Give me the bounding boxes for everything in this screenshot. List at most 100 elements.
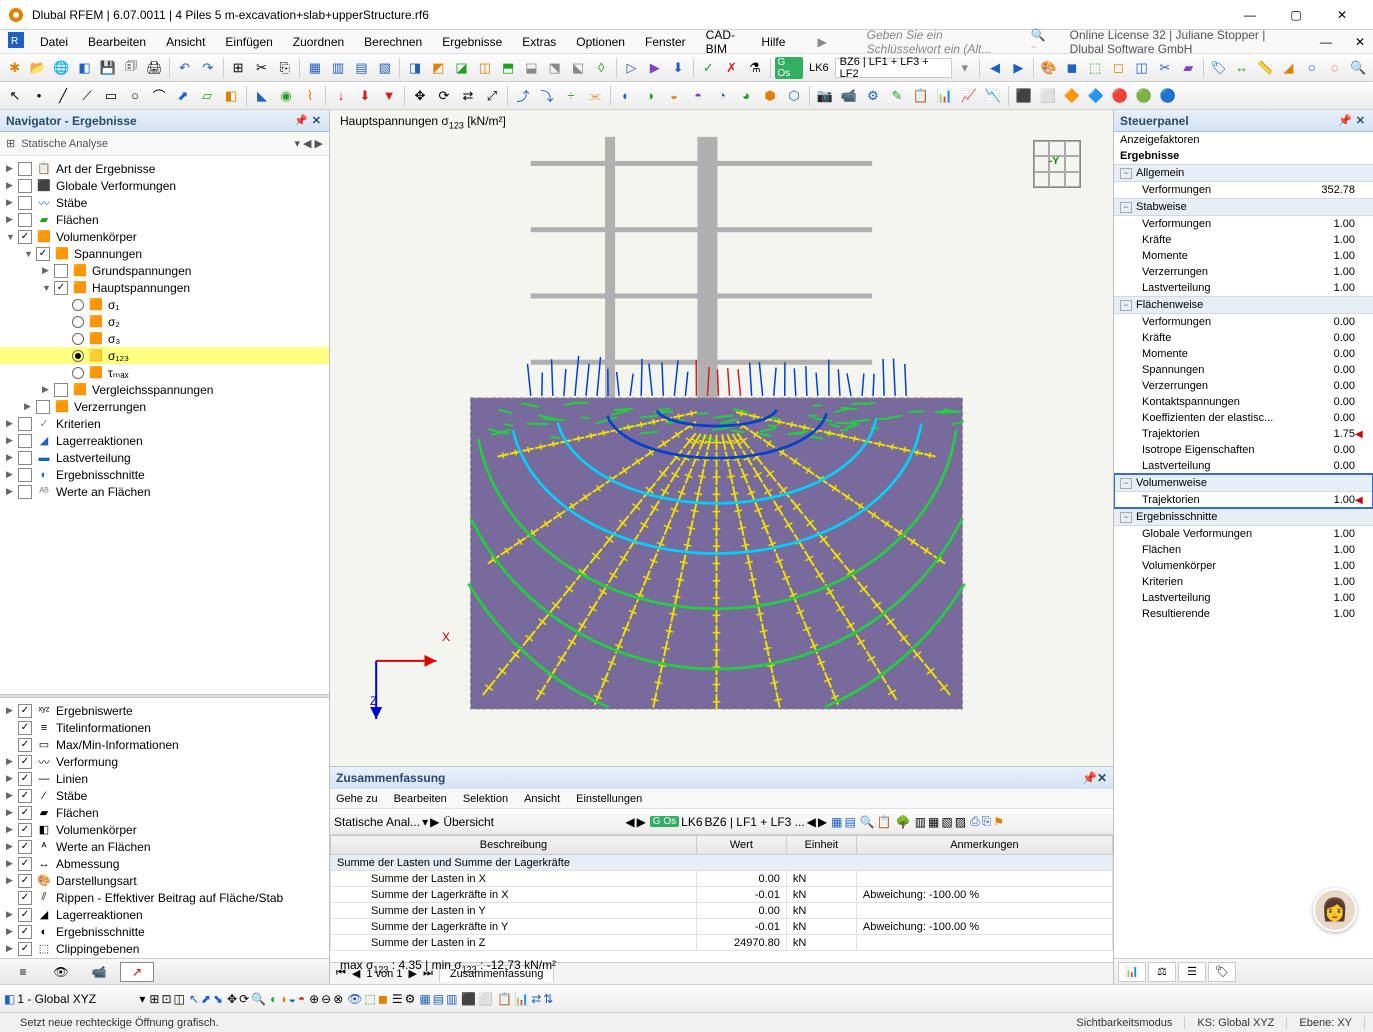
summary-table[interactable]: Beschreibung Wert Einheit Anmerkungen Su… (330, 835, 1113, 962)
join-icon[interactable]: ⫘ (584, 85, 606, 107)
menu-bearbeiten[interactable]: Bearbeiten (78, 35, 156, 49)
tab-model-icon[interactable]: ≡ (6, 962, 40, 982)
control-row[interactable]: Lastverteilung0.00 (1114, 458, 1373, 474)
extra21-icon[interactable]: 🟢 (1133, 85, 1155, 107)
control-row[interactable]: Spannungen0.00 (1114, 362, 1373, 378)
bt1-icon[interactable]: ◧ (4, 992, 15, 1006)
loads-icon[interactable]: ▥ (328, 57, 349, 79)
mirror-icon[interactable]: ⇄ (457, 85, 479, 107)
control-row[interactable]: Verzerrungen1.00 (1114, 264, 1373, 280)
control-row[interactable]: Volumenkörper1.00 (1114, 558, 1373, 574)
control-row[interactable]: Trajektorien1.00◀ (1114, 492, 1373, 508)
tree-item[interactable]: ▶🟧Grundspannungen (0, 262, 329, 279)
support-icon[interactable]: ◢ (1278, 57, 1299, 79)
control-row[interactable]: Verformungen1.00 (1114, 216, 1373, 232)
bt3-icon[interactable]: ⊡ (161, 992, 171, 1006)
orientation-cube[interactable]: -Y (1033, 140, 1083, 190)
ok-icon[interactable]: ✓ (698, 57, 719, 79)
menu-ansicht[interactable]: Ansicht (156, 35, 215, 49)
tree-item[interactable]: ▶🟧Vergleichsspannungen (0, 381, 329, 398)
xy-icon[interactable]: ◪ (451, 57, 472, 79)
view-icon[interactable]: ▤ (351, 57, 372, 79)
bt8-icon[interactable]: ✥ (227, 992, 237, 1006)
support2-icon[interactable]: ◣ (251, 85, 273, 107)
calc-all-icon[interactable]: ▶ (644, 57, 665, 79)
menu-hilfe[interactable]: Hilfe (751, 35, 795, 49)
factors-tab-icon[interactable]: 📊 (1118, 962, 1146, 982)
3d-icon[interactable]: ◨ (404, 57, 425, 79)
st12-icon[interactable]: ⚑ (993, 815, 1004, 829)
control-row[interactable]: Koeffizienten der elastisc...0.00 (1114, 410, 1373, 426)
extra18-icon[interactable]: 🔶 (1061, 85, 1083, 107)
dimension-icon[interactable]: ↔ (1231, 57, 1252, 79)
arc-icon[interactable]: ⌒ (148, 85, 170, 107)
magnify-icon[interactable]: 🔍 (1348, 57, 1369, 79)
display-tree-item[interactable]: ▶⁄Stäbe (0, 787, 329, 804)
maximize-button[interactable]: ▢ (1273, 0, 1319, 30)
bt23-icon[interactable]: ▦ (419, 992, 430, 1006)
save-icon[interactable]: 💾 (97, 57, 118, 79)
tree-item[interactable]: ▶◐Ergebnisschnitte (0, 466, 329, 483)
video-icon[interactable]: 📹 (838, 85, 860, 107)
tab-results-icon[interactable]: ↗ (120, 962, 154, 982)
bt16-icon[interactable]: ⊖ (321, 992, 331, 1006)
member2-icon[interactable]: ⬈ (172, 85, 194, 107)
st7-icon[interactable]: ▦ (928, 815, 939, 829)
tree-item[interactable]: ▶🟧Verzerrungen (0, 398, 329, 415)
hidden-icon[interactable]: ◻ (1108, 57, 1129, 79)
summary-menu-selection[interactable]: Selektion (463, 793, 508, 805)
gos2-badge[interactable]: G Os (650, 816, 679, 827)
menu-extras[interactable]: Extras (512, 35, 566, 49)
control-row[interactable]: Globale Verformungen1.00 (1114, 526, 1373, 542)
control-row[interactable]: Momente0.00 (1114, 346, 1373, 362)
nav-icon[interactable]: ◧ (74, 57, 95, 79)
areaload-icon[interactable]: ▼ (378, 85, 400, 107)
control-pin-icon[interactable]: 📌 (1338, 114, 1352, 127)
results-view-icon[interactable]: ▧ (374, 57, 395, 79)
tree-item[interactable]: ▶◢Lagerreaktionen (0, 432, 329, 449)
extra13-icon[interactable]: 📊 (934, 85, 956, 107)
control-row[interactable]: Resultierende1.00 (1114, 606, 1373, 622)
label-icon[interactable]: 🏷 (1208, 57, 1229, 79)
wireframe-icon[interactable]: ⬚ (1084, 57, 1105, 79)
pointer-icon[interactable]: ↖ (4, 85, 26, 107)
canvas[interactable]: -Y X Z (330, 110, 1113, 766)
st2-icon[interactable]: ▤ (844, 815, 855, 829)
st11-icon[interactable]: ⎘ (982, 814, 992, 829)
cut-icon[interactable]: ✂ (251, 57, 272, 79)
bt27-icon[interactable]: ⬜ (478, 992, 493, 1006)
prev-icon[interactable]: ◀ (984, 57, 1005, 79)
extra3-icon[interactable]: ◒ (663, 85, 685, 107)
close-panel-icon[interactable]: ✕ (312, 114, 321, 127)
bt7-icon[interactable]: ⬊ (213, 992, 223, 1006)
summary-close-icon[interactable]: ✕ (1097, 771, 1107, 785)
summary-menu-edit[interactable]: Bearbeiten (394, 793, 447, 805)
bt9-icon[interactable]: ⟳ (239, 992, 249, 1006)
bt4-icon[interactable]: ◫ (174, 992, 185, 1006)
tree-item[interactable]: ▶ᴬᴮWerte an Flächen (0, 483, 329, 500)
control-row[interactable]: Lastverteilung1.00 (1114, 590, 1373, 606)
control-row[interactable]: Verzerrungen0.00 (1114, 378, 1373, 394)
menu-fenster[interactable]: Fenster (635, 35, 696, 49)
display-tree-item[interactable]: ▶🎨Darstellungsart (0, 872, 329, 889)
st1-icon[interactable]: ▦ (831, 815, 842, 829)
extra2-icon[interactable]: ◑ (639, 85, 661, 107)
bt11-icon[interactable]: ◐ (270, 992, 277, 1006)
bt-chev-icon[interactable]: ▾ (139, 992, 145, 1006)
surface-icon[interactable]: ⬕ (567, 57, 588, 79)
results-tree[interactable]: ▶📋Art der Ergebnisse▶⬛Globale Verformung… (0, 156, 329, 694)
measure-icon[interactable]: 📏 (1254, 57, 1275, 79)
refresh-icon[interactable]: ▶ (430, 815, 439, 829)
yz-icon[interactable]: ⬒ (498, 57, 519, 79)
bt15-icon[interactable]: ⊕ (309, 992, 319, 1006)
cancel-icon[interactable]: ✗ (721, 57, 742, 79)
bt21-icon[interactable]: ☰ (392, 992, 403, 1006)
control-row[interactable]: Verformungen352.78 (1114, 182, 1373, 198)
scale-icon[interactable]: ⤢ (481, 85, 503, 107)
extra1-icon[interactable]: ◐ (615, 85, 637, 107)
tree-item[interactable]: 🟧σ₁ (0, 296, 329, 313)
control-row[interactable]: Isotrope Eigenschaften0.00 (1114, 442, 1373, 458)
isometric-icon[interactable]: ◩ (428, 57, 449, 79)
menu-optionen[interactable]: Optionen (566, 35, 635, 49)
extra22-icon[interactable]: 🔵 (1157, 85, 1179, 107)
